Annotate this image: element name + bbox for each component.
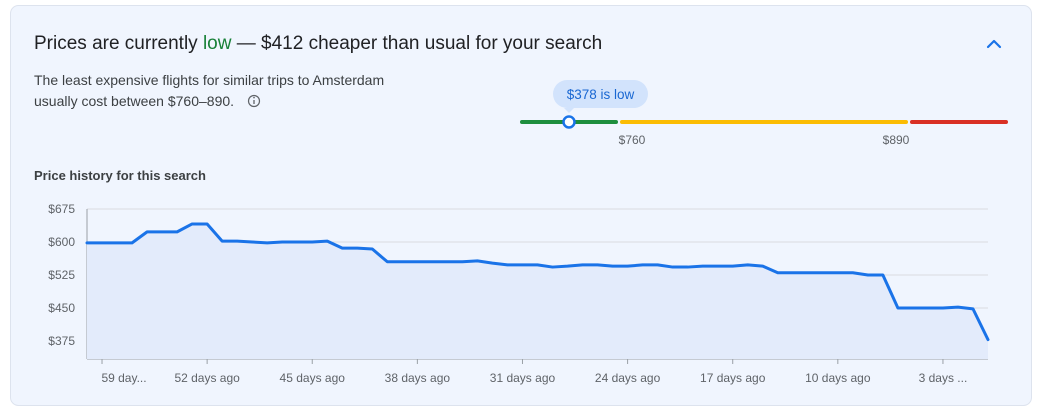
x-tick-label: 52 days ago — [174, 371, 240, 385]
title-suffix: — $412 cheaper than usual for your searc… — [237, 33, 602, 54]
x-tick-label: 45 days ago — [280, 371, 346, 385]
x-tick-label: 10 days ago — [805, 371, 871, 385]
chart-title: Price history for this search — [34, 168, 206, 183]
y-tick-label: $675 — [48, 202, 75, 216]
price-history-chart: $675 $600 $525 $450 $375 59 day... 52 days ago… — [48, 202, 990, 385]
title-status: low — [203, 33, 232, 54]
x-tick-label: 24 days ago — [595, 371, 661, 385]
price-line — [85, 222, 990, 342]
x-tick-label: 38 days ago — [385, 371, 451, 385]
range-high-bound: $890 — [883, 133, 910, 147]
x-tick-label: 59 day... — [101, 371, 146, 385]
x-tick-label: 17 days ago — [700, 371, 766, 385]
current-price-marker — [562, 115, 576, 129]
summary-line: usually cost between $760–890. — [34, 93, 234, 109]
current-price-bubble — [553, 80, 648, 108]
info-button[interactable] — [247, 94, 261, 108]
info-icon[interactable] — [247, 94, 261, 108]
x-tick-label: 3 days ... — [919, 371, 968, 385]
chevron-up-icon[interactable] — [986, 39, 1002, 49]
y-tick-label: $600 — [48, 235, 75, 249]
info-icon-dot — [253, 96, 255, 99]
y-tick-label: $525 — [48, 268, 75, 282]
collapse-hit-area[interactable] — [978, 28, 1010, 58]
y-tick-label: $450 — [48, 301, 75, 315]
area-fill — [87, 223, 988, 359]
current-price-label: $378 is low — [567, 87, 635, 102]
summary-line: The least expensive flights for similar … — [34, 72, 384, 88]
y-tick-label: $375 — [48, 334, 75, 348]
title-prefix: Prices are currently — [34, 33, 198, 54]
x-tick-label: 31 days ago — [490, 371, 556, 385]
price-range-indicator: $378 is low $760 $890 — [520, 80, 1008, 147]
collapse-button[interactable] — [978, 28, 1010, 58]
bubble-pointer — [564, 108, 574, 113]
range-low-bound: $760 — [619, 133, 646, 147]
card-title: Prices are currently low — $412 cheaper … — [34, 33, 602, 54]
